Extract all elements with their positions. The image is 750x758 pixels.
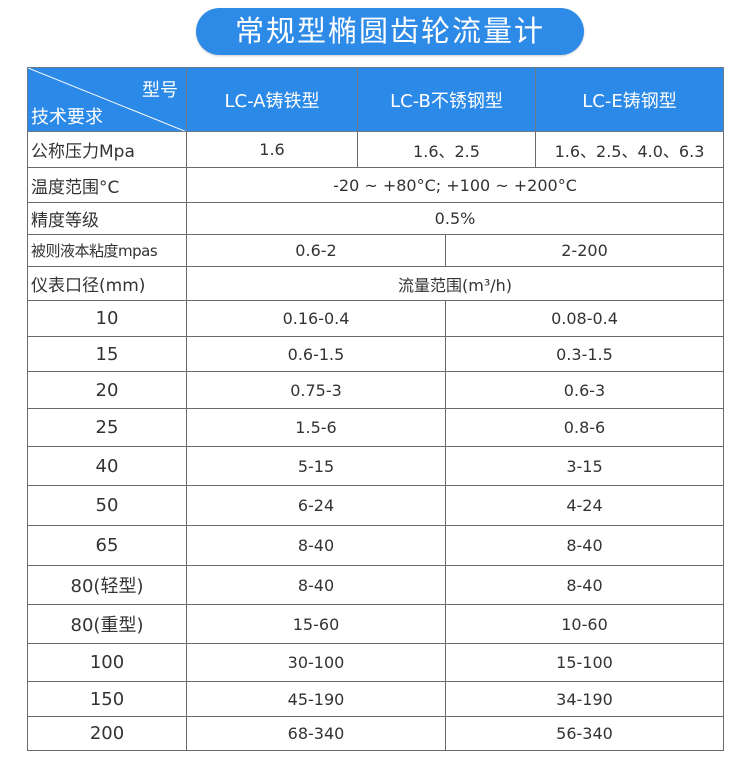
flow-range-a: 0.16-0.4: [186, 300, 446, 337]
model-header: LC-B不锈钢型: [357, 67, 536, 132]
diameter-cell: 40: [27, 446, 187, 486]
cell: 1.6、2.5: [357, 131, 536, 168]
diameter-cell: 25: [27, 408, 187, 447]
flow-range-b: 8-40: [445, 525, 724, 566]
flow-range-a: 6-24: [186, 485, 446, 526]
flow-row: 65 8-40 8-40: [27, 525, 724, 566]
flow-range-b: 56-340: [445, 716, 724, 751]
flow-range-b: 4-24: [445, 485, 724, 526]
spec-table: 型号 技术要求 LC-A铸铁型 LC-B不锈钢型 LC-E铸钢型 公称压力Mpa…: [27, 67, 724, 751]
diameter-cell: 10: [27, 300, 187, 337]
flow-range-a: 15-60: [186, 604, 446, 644]
diameter-cell: 50: [27, 485, 187, 526]
flow-range-b: 15-100: [445, 643, 724, 682]
corner-cell: 型号 技术要求: [27, 67, 187, 132]
flow-range-a: 1.5-6: [186, 408, 446, 447]
corner-bottom-label: 技术要求: [31, 107, 103, 128]
diameter-cell: 100: [27, 643, 187, 682]
flow-range-b: 0.8-6: [445, 408, 724, 447]
diameter-cell: 200: [27, 716, 187, 751]
flow-row: 15 0.6-1.5 0.3-1.5: [27, 336, 724, 372]
flow-row: 80(轻型) 8-40 8-40: [27, 565, 724, 605]
flow-row: 25 1.5-6 0.8-6: [27, 408, 724, 447]
row-label: 精度等级: [27, 202, 187, 235]
cell: 2-200: [445, 234, 724, 267]
flow-range-a: 68-340: [186, 716, 446, 751]
flow-range-a: 0.75-3: [186, 371, 446, 409]
flow-row: 200 68-340 56-340: [27, 716, 724, 751]
cell: 流量范围(m³/h): [186, 266, 724, 301]
flow-range-a: 5-15: [186, 446, 446, 486]
flow-range-a: 0.6-1.5: [186, 336, 446, 372]
flow-row: 80(重型) 15-60 10-60: [27, 604, 724, 644]
model-header: LC-A铸铁型: [186, 67, 358, 132]
flow-row: 100 30-100 15-100: [27, 643, 724, 682]
flow-row: 40 5-15 3-15: [27, 446, 724, 486]
diameter-cell: 20: [27, 371, 187, 409]
flow-row: 10 0.16-0.4 0.08-0.4: [27, 300, 724, 337]
flow-range-a: 30-100: [186, 643, 446, 682]
row-label: 仪表口径(mm): [27, 266, 187, 301]
model-header: LC-E铸钢型: [535, 67, 724, 132]
flow-range-b: 8-40: [445, 565, 724, 605]
cell: 0.6-2: [186, 234, 446, 267]
diagonal-divider: [28, 68, 185, 131]
flow-row: 50 6-24 4-24: [27, 485, 724, 526]
flow-range-b: 0.6-3: [445, 371, 724, 409]
cell: -20 ~ +80°C; +100 ~ +200°C: [186, 167, 724, 203]
flow-header-row: 仪表口径(mm) 流量范围(m³/h): [27, 266, 724, 301]
row-label: 公称压力Mpa: [27, 131, 187, 168]
flow-range-b: 10-60: [445, 604, 724, 644]
temperature-row: 温度范围°C -20 ~ +80°C; +100 ~ +200°C: [27, 167, 724, 203]
flow-range-a: 8-40: [186, 525, 446, 566]
flow-range-a: 8-40: [186, 565, 446, 605]
flow-range-b: 3-15: [445, 446, 724, 486]
cell: 0.5%: [186, 202, 724, 235]
flow-range-b: 34-190: [445, 681, 724, 717]
header-row: 型号 技术要求 LC-A铸铁型 LC-B不锈钢型 LC-E铸钢型: [27, 67, 724, 132]
cell: 1.6: [186, 131, 358, 168]
corner-top-label: 型号: [142, 80, 178, 101]
pressure-row: 公称压力Mpa 1.6 1.6、2.5 1.6、2.5、4.0、6.3: [27, 131, 724, 168]
diameter-cell: 150: [27, 681, 187, 717]
diameter-cell: 65: [27, 525, 187, 566]
viscosity-row: 被则液本粘度mpas 0.6-2 2-200: [27, 234, 724, 267]
flow-row: 20 0.75-3 0.6-3: [27, 371, 724, 409]
flow-row: 150 45-190 34-190: [27, 681, 724, 717]
diameter-cell: 80(重型): [27, 604, 187, 644]
flow-range-b: 0.08-0.4: [445, 300, 724, 337]
cell: 1.6、2.5、4.0、6.3: [535, 131, 724, 168]
page-title: 常规型椭圆齿轮流量计: [196, 8, 584, 55]
diameter-cell: 15: [27, 336, 187, 372]
accuracy-row: 精度等级 0.5%: [27, 202, 724, 235]
flow-range-a: 45-190: [186, 681, 446, 717]
diameter-cell: 80(轻型): [27, 565, 187, 605]
row-label: 被则液本粘度mpas: [27, 234, 187, 267]
flow-range-b: 0.3-1.5: [445, 336, 724, 372]
row-label: 温度范围°C: [27, 167, 187, 203]
